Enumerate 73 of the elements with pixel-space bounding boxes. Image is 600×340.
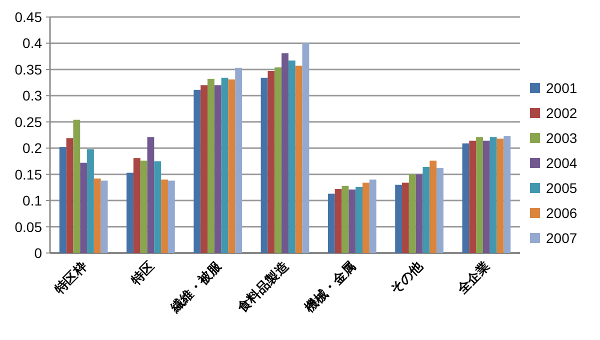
bar <box>87 149 94 253</box>
x-tick-label: 特区枠 <box>50 258 90 298</box>
bar <box>469 140 476 253</box>
x-tick-label: 繊維・被服 <box>166 258 225 316</box>
y-tick-label: 0.35 <box>14 61 42 78</box>
bar <box>462 143 470 253</box>
legend-label: 2005 <box>546 180 578 196</box>
bar <box>228 79 236 253</box>
legend-label: 2002 <box>546 105 578 121</box>
y-tick-label: 0.3 <box>22 88 42 104</box>
y-tick-label: 0.2 <box>22 140 42 156</box>
bar <box>476 137 483 253</box>
bar <box>66 138 74 253</box>
bar <box>100 180 108 253</box>
y-tick-label: 0.4 <box>22 35 42 52</box>
bar <box>408 174 416 253</box>
bar <box>422 166 430 253</box>
bar <box>288 60 296 253</box>
x-tick-label: 全企業 <box>454 258 493 298</box>
legend-label: 2003 <box>546 130 578 146</box>
y-tick-label: 0.05 <box>14 218 42 235</box>
legend-label: 2004 <box>546 155 578 171</box>
bar <box>274 67 282 253</box>
bar <box>328 194 335 253</box>
bar <box>214 85 222 253</box>
bar <box>208 78 214 253</box>
bar <box>302 43 310 253</box>
x-tick-label: その他 <box>387 258 426 297</box>
x-tick-label: 特区 <box>127 258 157 288</box>
y-tick-label: 0 <box>34 245 42 261</box>
bar <box>295 66 302 253</box>
bar <box>73 120 80 253</box>
bar <box>94 178 101 253</box>
y-tick-label: 0.1 <box>22 192 42 209</box>
bar <box>268 71 275 253</box>
legend-label: 2006 <box>546 205 578 221</box>
y-tick-label: 0.45 <box>14 9 42 25</box>
bar <box>362 182 370 253</box>
bar <box>161 180 168 253</box>
legend-label: 2007 <box>546 230 578 246</box>
bar <box>496 138 504 253</box>
x-tick-label: 食料品製造 <box>234 258 292 316</box>
bar <box>200 85 208 253</box>
bar <box>430 160 437 253</box>
bar <box>80 162 88 253</box>
bar <box>140 160 148 253</box>
bar <box>126 172 134 253</box>
bar <box>59 147 66 253</box>
bar <box>342 186 349 253</box>
bar <box>194 90 201 253</box>
bar <box>282 53 288 253</box>
bar <box>482 140 490 253</box>
bar <box>168 180 175 253</box>
bar <box>133 158 140 253</box>
bar <box>147 137 154 253</box>
bar <box>356 186 362 253</box>
bar <box>369 180 376 253</box>
bar <box>235 68 242 253</box>
bar <box>334 189 342 253</box>
bar <box>154 161 162 253</box>
y-tick-label: 0.15 <box>14 166 42 182</box>
bar <box>490 137 497 253</box>
bar <box>221 78 228 253</box>
legend-label: 2001 <box>546 80 578 96</box>
bar <box>395 184 402 253</box>
bar <box>436 168 444 253</box>
bar <box>348 190 356 253</box>
bar <box>260 78 268 253</box>
bar <box>416 174 423 253</box>
x-tick-label: 機械・金属 <box>300 258 358 316</box>
bar <box>504 136 511 253</box>
y-tick-label: 0.25 <box>14 114 42 130</box>
bar <box>402 182 409 253</box>
